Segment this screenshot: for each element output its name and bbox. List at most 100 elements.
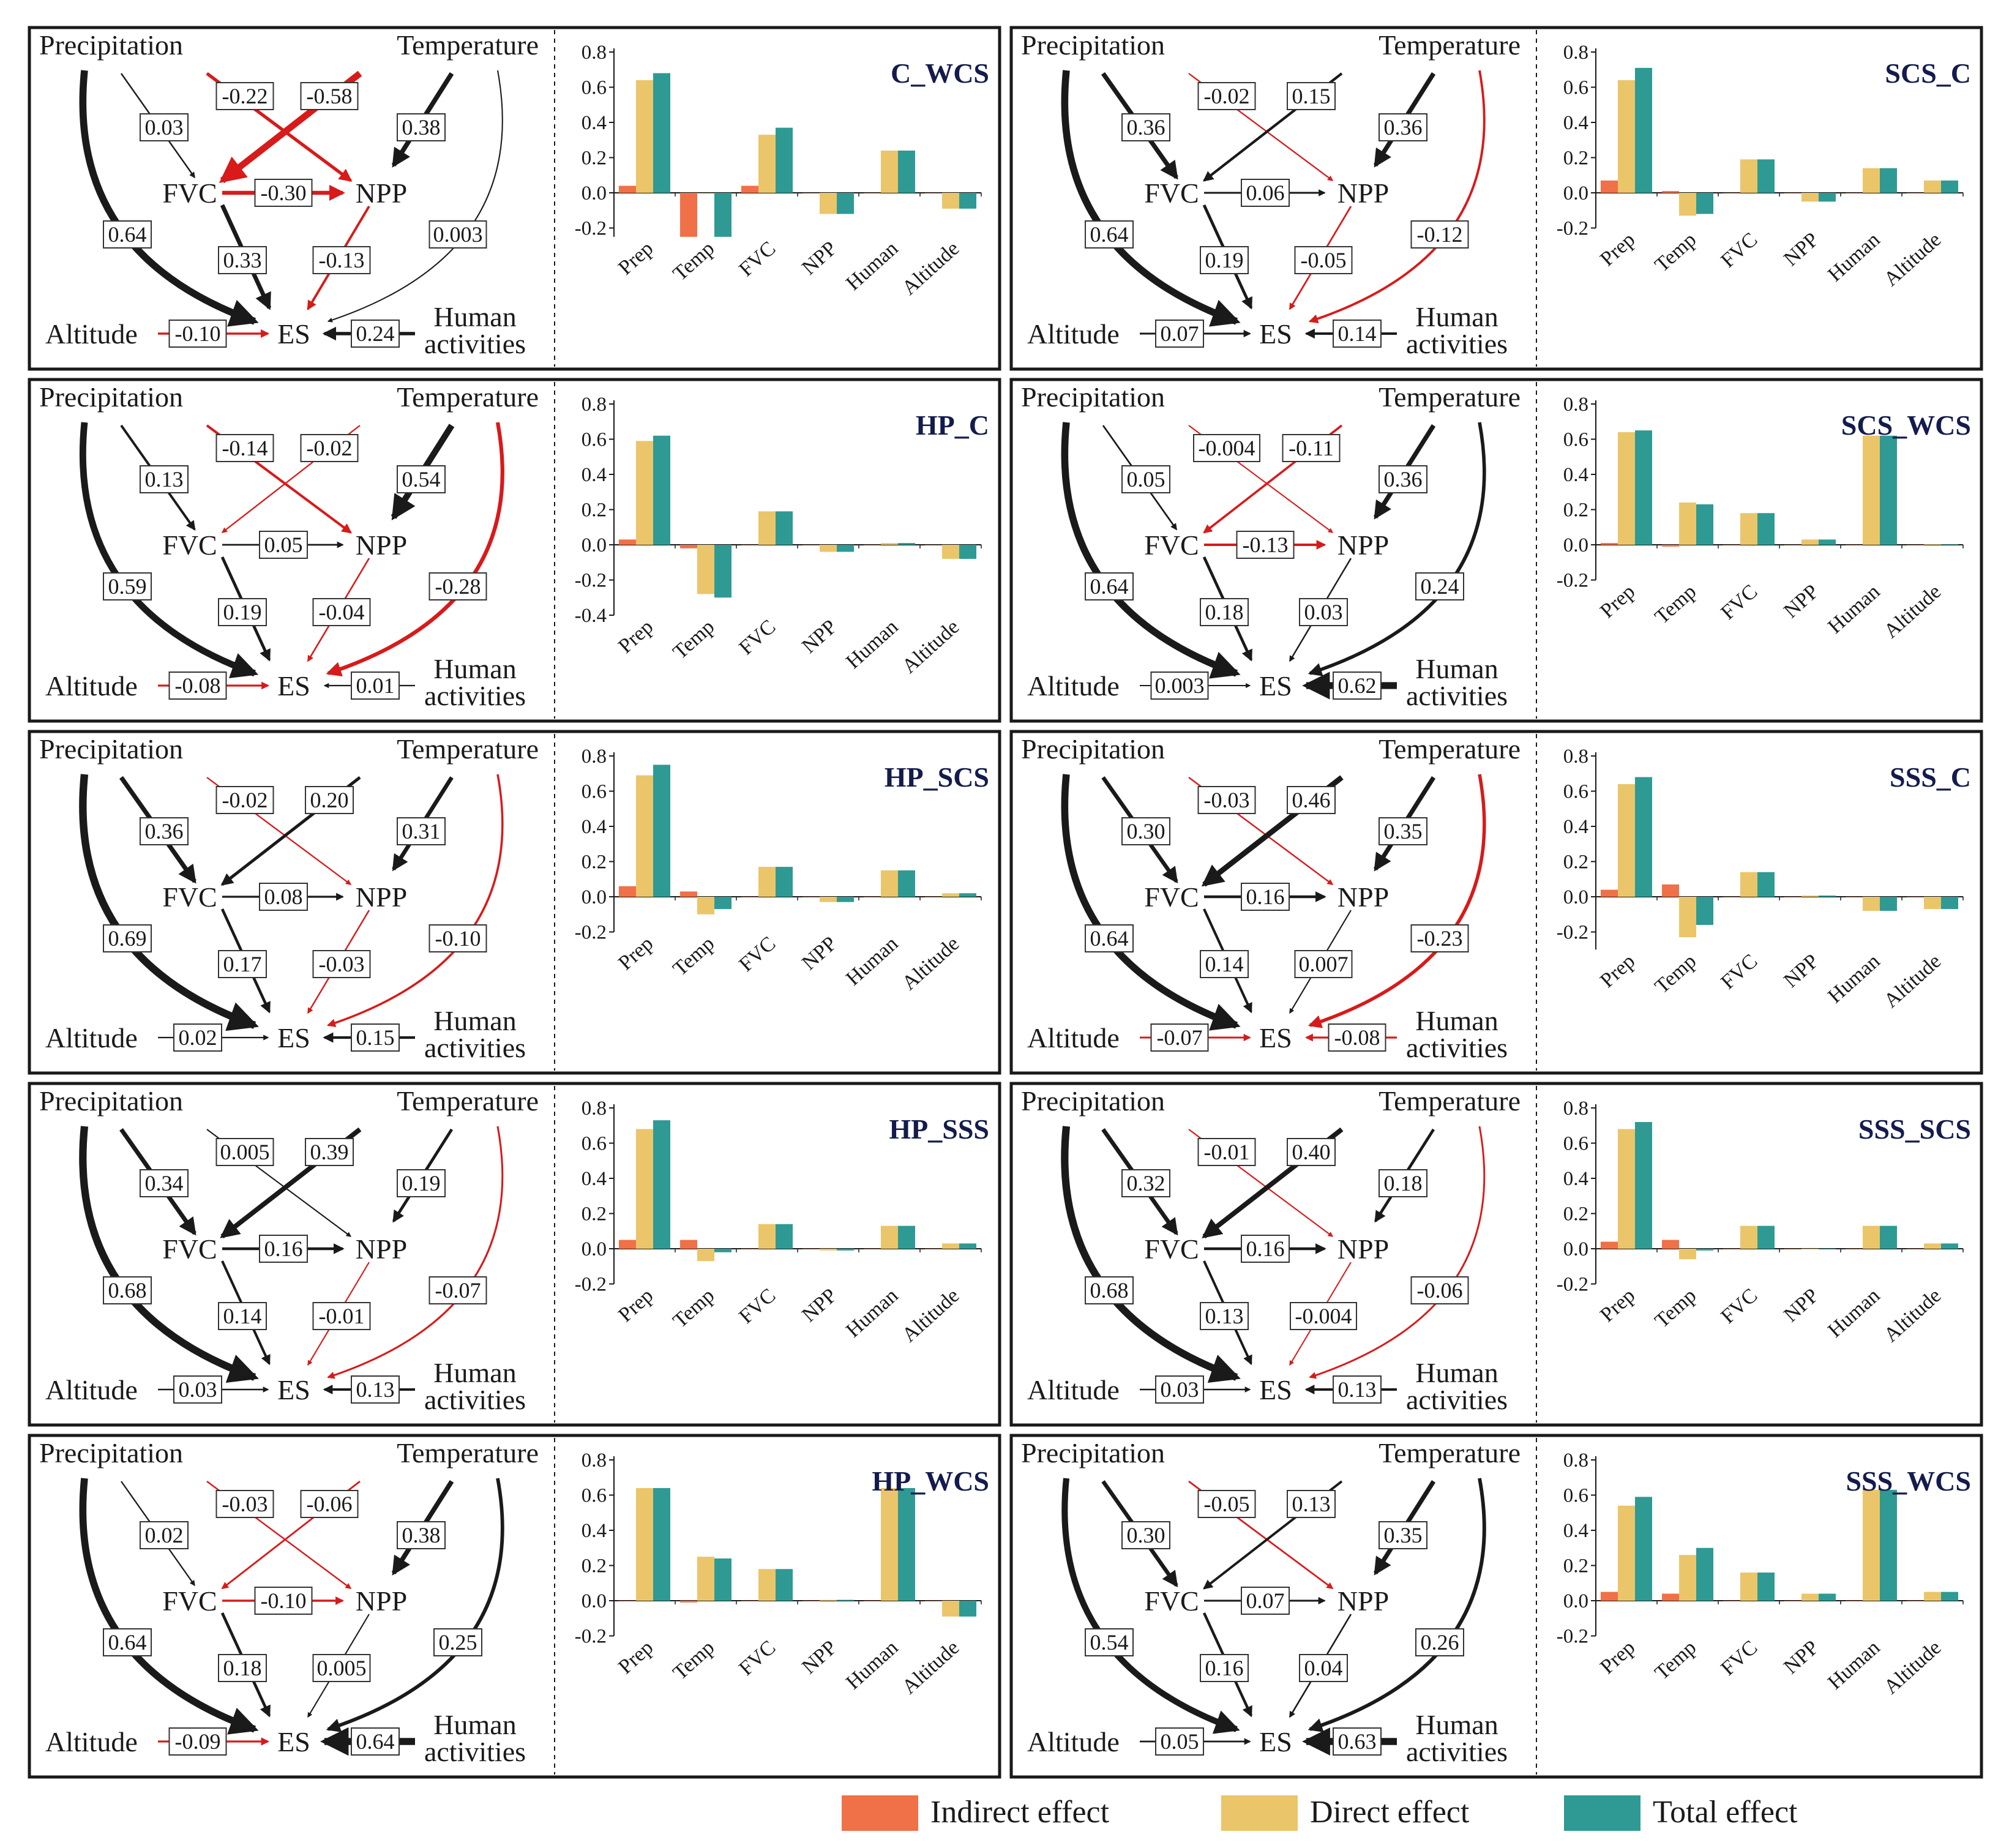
coef-precip-fvc-value: 0.30 xyxy=(1127,819,1165,844)
coef-precip-es-value: 0.64 xyxy=(1090,926,1129,951)
coef-npp-es-box xyxy=(1290,1302,1357,1330)
node-temperature: Temperature xyxy=(1379,1437,1521,1468)
coef-precip-fvc-box xyxy=(1121,1169,1170,1197)
y-tick-label: 0.2 xyxy=(1563,851,1588,873)
bar-indirect-effect-temp xyxy=(680,1601,697,1603)
bar-total-effect-npp xyxy=(837,1599,854,1601)
x-tick-label: Altitude xyxy=(1880,1284,1946,1347)
coef-fvc-npp-value: 0.16 xyxy=(1246,1236,1285,1261)
bar-total-effect-prep xyxy=(653,1488,670,1601)
x-tick-label: Prep xyxy=(1596,1284,1639,1326)
coef-temp-es-box xyxy=(428,1276,487,1304)
y-tick-label: -0.2 xyxy=(1557,570,1588,592)
coef-fvc-es-box xyxy=(218,598,267,626)
coef-temp-es-value: -0.12 xyxy=(1417,222,1463,247)
coef-precip-npp-value: -0.03 xyxy=(222,1492,268,1516)
node-fvc: FVC xyxy=(162,529,217,561)
coef-precip-npp-box xyxy=(1193,434,1260,462)
y-tick-label: 0.2 xyxy=(582,851,607,873)
bar-total-effect-temp xyxy=(714,1249,731,1252)
coef-precip-es: 0.64 xyxy=(103,1628,152,1656)
coef-altitude-es: -0.07 xyxy=(1150,1023,1209,1052)
x-tick-label: FVC xyxy=(735,932,780,976)
coef-fvc-npp: -0.30 xyxy=(254,179,313,207)
coef-temp-fvc-box xyxy=(305,786,354,814)
y-tick-label: 0.2 xyxy=(1563,1555,1588,1577)
edge-temp-es xyxy=(1309,1126,1486,1379)
coef-temp-npp: 0.18 xyxy=(1379,1169,1427,1197)
coef-altitude-es-value: 0.07 xyxy=(1161,321,1199,346)
x-tick-label: NPP xyxy=(1779,950,1823,992)
coef-human-es-box xyxy=(351,1727,400,1756)
coef-npp-es-value: 0.005 xyxy=(317,1656,367,1680)
node-temperature: Temperature xyxy=(1379,1085,1521,1117)
coef-fvc-es: 0.14 xyxy=(1200,950,1249,978)
bar-direct-effect-human xyxy=(881,543,898,545)
x-tick-label: FVC xyxy=(1716,950,1762,994)
coef-fvc-es: 0.19 xyxy=(1200,246,1249,274)
bar-total-effect-human xyxy=(1880,1225,1897,1249)
coef-temp-npp-box xyxy=(397,113,446,141)
coef-precip-npp: 0.005 xyxy=(215,1138,274,1166)
bar-direct-effect-altitude xyxy=(1924,544,1941,545)
bar-direct-effect-human xyxy=(881,1488,898,1601)
coef-human-es-box xyxy=(351,1023,400,1052)
node-precipitation: Precipitation xyxy=(39,1085,183,1117)
node-precipitation: Precipitation xyxy=(39,733,183,765)
bar-direct-effect-prep xyxy=(636,775,653,897)
node-human-line1: Human xyxy=(433,1709,516,1740)
coef-fvc-es-value: 0.19 xyxy=(223,600,262,624)
node-es: ES xyxy=(277,1022,310,1053)
coef-fvc-es-box xyxy=(218,1302,267,1330)
panel-frame xyxy=(28,1434,1001,1779)
coef-altitude-es: 0.003 xyxy=(1150,671,1209,700)
coef-npp-es: -0.05 xyxy=(1294,246,1353,274)
coef-precip-fvc-box xyxy=(140,1521,189,1549)
x-tick-label: Human xyxy=(1824,580,1884,638)
bar-total-effect-human xyxy=(898,1488,915,1601)
node-altitude: Altitude xyxy=(45,1374,138,1405)
bar-direct-effect-human xyxy=(1863,897,1880,911)
coef-precip-es-box xyxy=(103,220,152,249)
coef-temp-es-value: 0.24 xyxy=(1421,574,1459,599)
y-tick-label: 0.2 xyxy=(582,1203,607,1225)
x-tick-label: FVC xyxy=(1716,580,1762,624)
coef-temp-npp-value: 0.38 xyxy=(402,1523,441,1547)
bar-direct-effect-human xyxy=(1863,435,1880,545)
y-tick-label: 0.4 xyxy=(582,464,607,486)
coef-temp-fvc-value: 0.39 xyxy=(310,1140,349,1164)
node-npp: NPP xyxy=(356,529,407,561)
bar-indirect-effect-prep xyxy=(1601,180,1618,193)
node-es: ES xyxy=(1259,1374,1292,1405)
coef-temp-npp-value: 0.35 xyxy=(1384,1523,1423,1547)
y-tick-label: 0.0 xyxy=(582,1238,607,1260)
bar-indirect-effect-temp xyxy=(680,891,697,897)
coef-temp-npp-box xyxy=(1379,113,1427,141)
chart-title: SCS_C xyxy=(1885,58,1971,89)
panel-frame xyxy=(28,730,1001,1075)
node-es: ES xyxy=(277,1726,310,1757)
coef-precip-npp-value: -0.004 xyxy=(1199,436,1255,460)
y-tick-label: 0.2 xyxy=(1563,1203,1588,1225)
coef-precip-npp-value: -0.05 xyxy=(1204,1492,1250,1516)
coef-temp-es-value: 0.003 xyxy=(433,222,483,247)
legend-swatch xyxy=(1564,1795,1640,1831)
coef-fvc-npp-value: 0.05 xyxy=(264,533,303,557)
bar-indirect-effect-temp xyxy=(1662,884,1679,897)
x-tick-label: NPP xyxy=(798,932,841,975)
coef-temp-es: 0.24 xyxy=(1415,572,1464,600)
y-tick-label: 0.4 xyxy=(1563,1168,1588,1190)
bar-total-effect-fvc xyxy=(1757,159,1775,193)
y-tick-label: 0.0 xyxy=(1563,886,1588,908)
coef-temp-npp-box xyxy=(1379,465,1427,493)
y-tick-label: 0.2 xyxy=(1563,499,1588,522)
coef-temp-fvc-value: 0.46 xyxy=(1292,788,1331,812)
bar-total-effect-altitude xyxy=(1941,897,1958,910)
x-tick-label: Altitude xyxy=(1880,1636,1946,1699)
coef-temp-es: -0.07 xyxy=(428,1276,487,1304)
coef-npp-es: -0.03 xyxy=(312,950,371,978)
bar-total-effect-temp xyxy=(714,545,731,598)
coef-temp-npp-value: 0.18 xyxy=(1384,1171,1423,1195)
